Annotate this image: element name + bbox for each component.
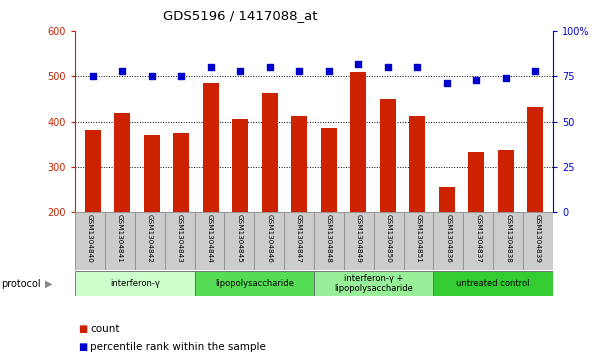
Bar <box>314 271 433 296</box>
Text: lipopolysaccharide: lipopolysaccharide <box>215 279 294 288</box>
Text: GSM1304843: GSM1304843 <box>177 214 183 263</box>
Text: GSM1304848: GSM1304848 <box>326 214 332 263</box>
Point <box>88 73 97 79</box>
Text: GSM1304850: GSM1304850 <box>386 214 392 263</box>
Bar <box>195 212 224 270</box>
Text: GSM1304836: GSM1304836 <box>445 214 451 263</box>
Point <box>177 73 186 79</box>
Bar <box>85 130 101 212</box>
Text: protocol: protocol <box>1 278 41 289</box>
Bar <box>350 72 367 212</box>
Bar <box>493 212 523 270</box>
Text: GSM1304838: GSM1304838 <box>505 214 511 263</box>
Bar <box>463 212 493 270</box>
Bar <box>344 212 374 270</box>
Text: GSM1304845: GSM1304845 <box>236 214 242 263</box>
Bar <box>468 152 484 212</box>
Text: ▶: ▶ <box>45 278 52 289</box>
Bar <box>284 212 314 270</box>
Point <box>324 68 334 74</box>
Bar <box>165 212 195 270</box>
Text: interferon-γ +
lipopolysaccharide: interferon-γ + lipopolysaccharide <box>334 274 413 293</box>
Bar <box>527 107 543 212</box>
Bar <box>380 99 396 212</box>
Bar <box>498 150 514 212</box>
Bar <box>173 133 189 212</box>
Text: GSM1304839: GSM1304839 <box>535 214 541 263</box>
Text: GSM1304840: GSM1304840 <box>87 214 93 263</box>
Text: GSM1304837: GSM1304837 <box>475 214 481 263</box>
Point <box>294 68 304 74</box>
Point <box>236 68 245 74</box>
Text: GSM1304851: GSM1304851 <box>415 214 421 263</box>
Bar <box>439 187 455 212</box>
Bar <box>75 212 105 270</box>
Bar <box>195 271 314 296</box>
Point <box>471 77 481 83</box>
Text: ■: ■ <box>78 342 87 352</box>
Bar <box>224 212 254 270</box>
Text: GSM1304847: GSM1304847 <box>296 214 302 263</box>
Text: GSM1304844: GSM1304844 <box>207 214 213 263</box>
Point <box>147 73 157 79</box>
Bar <box>135 212 165 270</box>
Bar <box>523 212 553 270</box>
Point <box>531 68 540 74</box>
Text: percentile rank within the sample: percentile rank within the sample <box>90 342 266 352</box>
Bar <box>144 135 160 212</box>
Text: GSM1304846: GSM1304846 <box>266 214 272 263</box>
Text: interferon-γ: interferon-γ <box>110 279 160 288</box>
Text: GDS5196 / 1417088_at: GDS5196 / 1417088_at <box>163 9 318 22</box>
Point <box>265 64 275 70</box>
Bar <box>433 212 463 270</box>
Bar <box>374 212 404 270</box>
Text: GSM1304849: GSM1304849 <box>356 214 362 263</box>
Bar <box>114 113 130 212</box>
Bar <box>254 212 284 270</box>
Bar <box>75 271 195 296</box>
Text: GSM1304842: GSM1304842 <box>147 214 153 263</box>
Bar <box>409 116 426 212</box>
Bar <box>232 119 248 212</box>
Bar <box>291 116 307 212</box>
Bar <box>321 129 337 212</box>
Text: count: count <box>90 323 120 334</box>
Bar <box>261 93 278 212</box>
Point <box>501 75 510 81</box>
Bar <box>203 83 219 212</box>
Point <box>412 64 422 70</box>
Bar <box>314 212 344 270</box>
Text: ■: ■ <box>78 323 87 334</box>
Bar <box>433 271 553 296</box>
Point <box>383 64 392 70</box>
Point <box>442 81 451 86</box>
Bar <box>105 212 135 270</box>
Text: untreated control: untreated control <box>456 279 530 288</box>
Point <box>118 68 127 74</box>
Point <box>353 61 363 66</box>
Text: GSM1304841: GSM1304841 <box>117 214 123 263</box>
Point <box>206 64 216 70</box>
Bar <box>404 212 433 270</box>
